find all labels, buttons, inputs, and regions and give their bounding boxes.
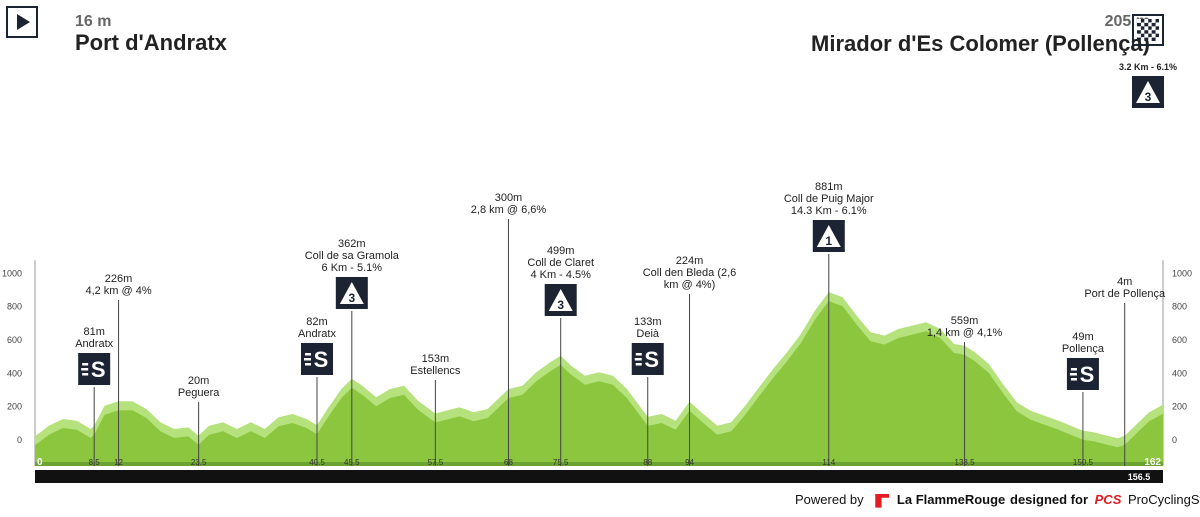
km-label: 0: [37, 457, 43, 468]
marker-label: 499m: [547, 245, 575, 257]
climb-category-number: 3: [557, 298, 564, 312]
y-tick-label-left: 800: [7, 302, 22, 312]
finish-climb-info: 3.2 Km - 6.1%: [1119, 62, 1177, 72]
sprint-icon-bar: [1070, 378, 1077, 381]
marker-label: Port de Pollença: [1084, 288, 1166, 300]
sprint-icon-bar: [305, 353, 311, 356]
finish-header: 205 m Mirador d'Es Colomer (Pollença): [811, 13, 1150, 57]
marker-label: 1,4 km @ 4,1%: [927, 327, 1003, 339]
marker-label: 224m: [676, 255, 704, 267]
y-tick-label-left: 200: [7, 402, 22, 412]
km-label: 162: [1144, 457, 1161, 468]
finish-climb-icon: [1136, 81, 1160, 103]
marker-label: 14.3 Km - 6.1%: [791, 205, 867, 217]
sprint-icon: S: [644, 347, 659, 372]
marker-label: 82m: [306, 316, 327, 328]
footer-designed: designed for PCS ProCyclingStats: [1010, 492, 1200, 507]
pcs-name: ProCyclingStats: [1128, 492, 1200, 507]
sprint-icon-bar: [1069, 373, 1077, 376]
marker-label: Coll de sa Gramola: [305, 250, 400, 262]
marker-label: 2,8 km @ 6,6%: [471, 204, 547, 216]
finish-name: Mirador d'Es Colomer (Pollença): [811, 31, 1150, 56]
sprint-icon-bar: [82, 373, 89, 376]
ground-line: [35, 462, 1163, 466]
marker-label: Estellencs: [410, 365, 461, 377]
marker-label: 4m: [1117, 276, 1132, 288]
climb-category-icon: [816, 225, 841, 247]
km-label-bottom: 156.5: [1128, 472, 1151, 482]
y-tick-label-right: 800: [1172, 302, 1187, 312]
marker-label: 881m: [815, 181, 843, 193]
marker-label: Coll den Bleda (2,6: [643, 267, 737, 279]
climb-category-icon: [339, 282, 364, 304]
flamme-rouge-name: La FlammeRouge: [896, 492, 1006, 507]
y-tick-label-right: 1000: [1172, 268, 1192, 278]
footer-powered: Powered by La FlammeRouge: [795, 492, 1005, 508]
sprint-icon-bar: [304, 358, 311, 361]
marker-label: 559m: [951, 315, 979, 327]
powered-by-label: Powered by: [795, 492, 864, 507]
y-tick-label-left: 0: [17, 435, 22, 445]
y-tick-label-right: 0: [1172, 435, 1177, 445]
finish-flag-icon: [1132, 14, 1164, 46]
marker-label: Andratx: [298, 328, 336, 340]
y-tick-label-right: 200: [1172, 402, 1187, 412]
sprint-icon: S: [91, 357, 106, 382]
marker-label: 81m: [83, 326, 104, 338]
marker-label: Coll de Puig Major: [784, 193, 874, 205]
sprint-icon-bar: [635, 353, 642, 356]
sprint-icon-bar: [305, 363, 311, 366]
marker-label: 20m: [188, 375, 209, 387]
start-name: Port d'Andratx: [75, 30, 227, 55]
marker-label: Pollença: [1062, 343, 1105, 355]
marker-label: 4,2 km @ 4%: [85, 285, 151, 297]
climb-category-number: 3: [348, 291, 355, 305]
sprint-icon-bar: [634, 358, 642, 361]
marker-label: 362m: [338, 238, 366, 250]
marker-label: km @ 4%): [664, 279, 716, 291]
y-tick-label-left: 1000: [2, 268, 22, 278]
marker-label: Peguera: [178, 387, 220, 399]
marker-label: 133m: [634, 316, 662, 328]
sprint-icon-bar: [81, 368, 89, 371]
distance-bar: [35, 470, 1163, 483]
climb-category-icon: [548, 289, 573, 311]
start-altitude: 16 m: [75, 13, 112, 30]
marker-label: 4 Km - 4.5%: [530, 269, 591, 281]
marker-label: 300m: [495, 192, 523, 204]
marker-label: Deià: [636, 328, 660, 340]
flamme-rouge-logo-icon: [875, 493, 890, 508]
y-tick-label-left: 600: [7, 335, 22, 345]
sprint-icon: S: [314, 347, 329, 372]
climb-category-number: 1: [825, 234, 832, 248]
y-tick-label-left: 400: [7, 368, 22, 378]
marker-label: 153m: [422, 353, 450, 365]
start-icon: [6, 6, 38, 38]
sprint-icon-bar: [1070, 368, 1077, 371]
finish-climb-category: 3: [1145, 90, 1152, 104]
y-tick-label-right: 400: [1172, 368, 1187, 378]
y-tick-label-right: 600: [1172, 335, 1187, 345]
marker-label: 6 Km - 5.1%: [322, 262, 383, 274]
designed-for-label: designed for: [1010, 492, 1089, 507]
sprint-icon-bar: [82, 363, 89, 366]
sprint-icon: S: [1080, 362, 1095, 387]
marker-label: 49m: [1072, 331, 1093, 343]
marker-label: Andratx: [75, 338, 113, 350]
marker-label: 226m: [105, 273, 133, 285]
marker-label: Coll de Claret: [527, 257, 594, 269]
profile-area-dark: [35, 301, 1163, 466]
pcs-logo: PCS: [1094, 492, 1122, 507]
sprint-icon-bar: [635, 363, 642, 366]
